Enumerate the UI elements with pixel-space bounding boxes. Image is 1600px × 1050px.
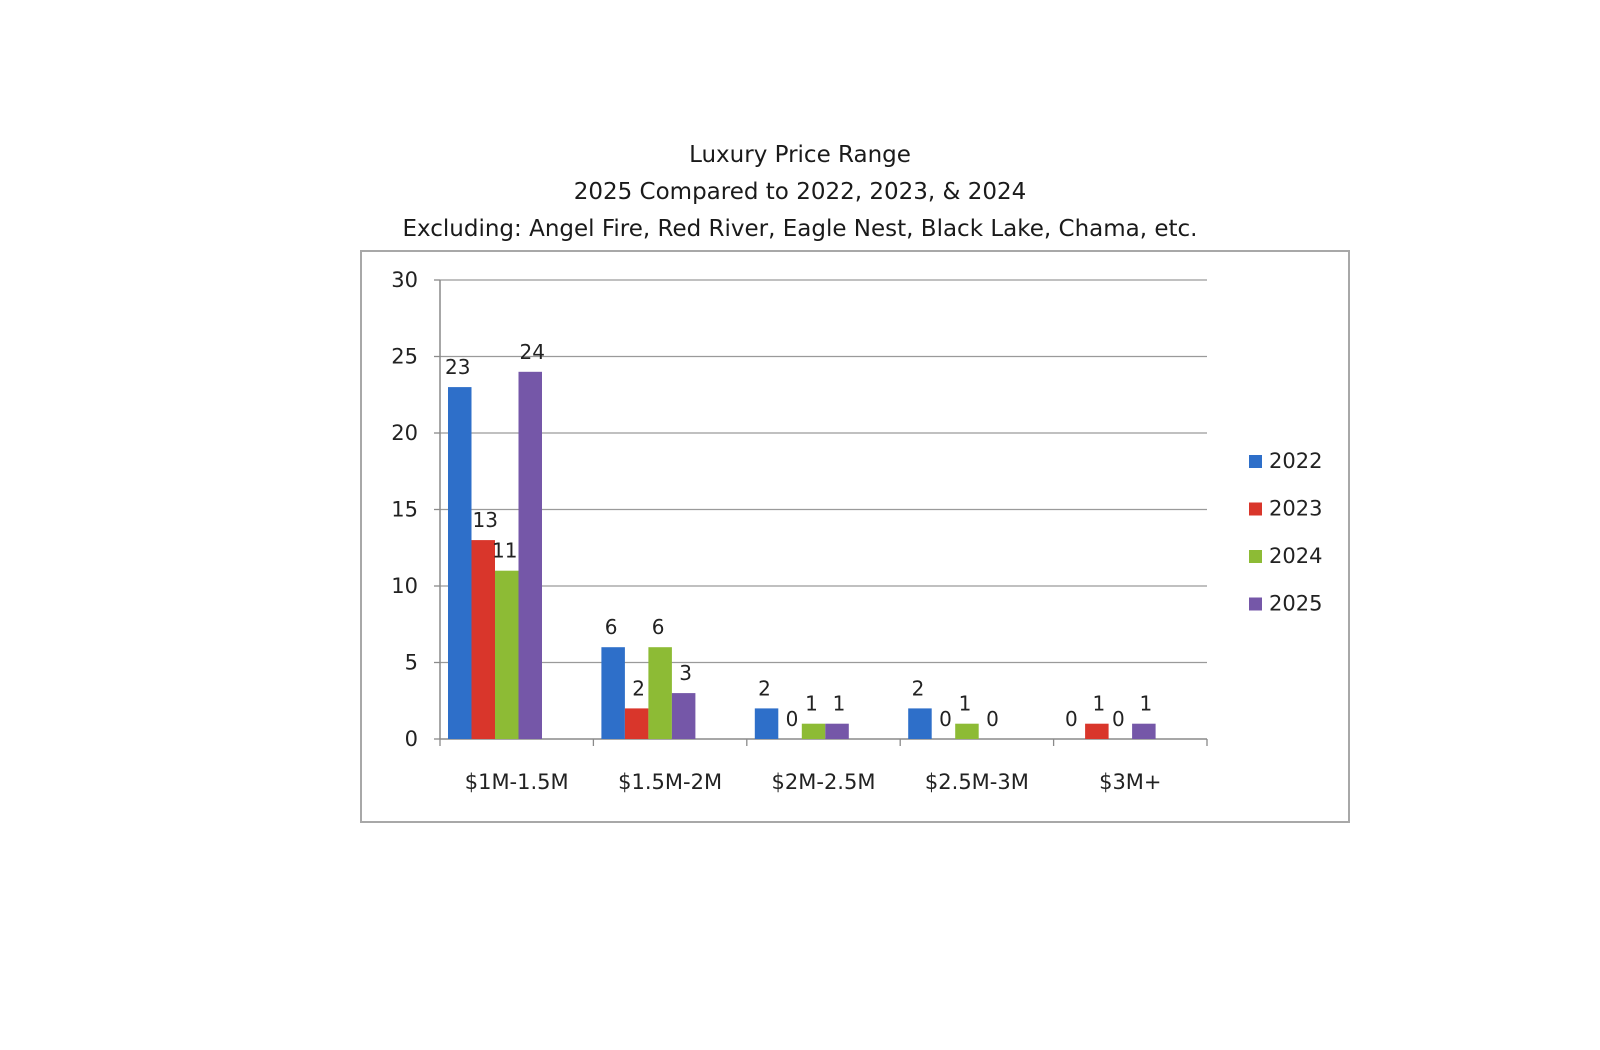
data-label: 0 <box>939 707 952 731</box>
legend-swatch-2023 <box>1249 502 1262 516</box>
chart-title: Luxury Price Range <box>689 142 911 168</box>
bar-2024 <box>955 723 979 739</box>
bar-2024 <box>648 647 672 739</box>
chart-titles: Luxury Price Range 2025 Compared to 2022… <box>0 137 1600 248</box>
bar-2022 <box>754 708 779 739</box>
data-label: 6 <box>652 615 665 639</box>
data-label: 0 <box>1065 707 1078 731</box>
data-label: 1 <box>805 692 818 716</box>
bars <box>448 371 1156 739</box>
bar-2025 <box>518 371 542 739</box>
data-label: 2 <box>632 676 645 700</box>
y-tick-label: 25 <box>391 345 418 369</box>
data-label: 11 <box>492 539 517 563</box>
bar-2024 <box>801 723 826 739</box>
y-tick-label: 5 <box>405 651 418 675</box>
chart-subtitle-2: Excluding: Angel Fire, Red River, Eagle … <box>402 216 1198 242</box>
x-tick-label: $2.5M-3M <box>925 770 1029 794</box>
chart-subtitle-1: 2025 Compared to 2022, 2023, & 2024 <box>573 179 1027 205</box>
gridlines <box>440 279 1207 664</box>
data-label: 0 <box>986 707 999 731</box>
y-tick-label: 0 <box>405 727 418 751</box>
bar-2024 <box>495 570 519 739</box>
bar-2022 <box>448 387 472 739</box>
data-label: 6 <box>605 615 618 639</box>
data-label: 3 <box>679 661 692 685</box>
data-label: 23 <box>445 355 470 379</box>
data-label: 2 <box>912 676 925 700</box>
x-tick-label: $3M+ <box>1099 770 1161 794</box>
legend: 2022 2023 2024 2025 <box>1249 449 1322 616</box>
data-label: 2 <box>758 676 771 700</box>
y-tick-label: 15 <box>391 498 418 522</box>
data-label: 0 <box>1112 707 1125 731</box>
bar-2025 <box>671 693 696 739</box>
data-label: 1 <box>833 692 846 716</box>
bar-2025 <box>1132 723 1156 739</box>
legend-label-2025: 2025 <box>1269 592 1322 616</box>
bar-2022 <box>601 647 625 739</box>
bar-2025 <box>825 723 849 739</box>
y-tick-label: 30 <box>391 268 418 292</box>
legend-swatch-2025 <box>1249 597 1262 611</box>
x-tick-label: $1.5M-2M <box>618 770 722 794</box>
bar-2023 <box>624 708 649 739</box>
data-label: 1 <box>1092 692 1105 716</box>
legend-label-2023: 2023 <box>1269 497 1322 521</box>
x-tick-label: $1M-1.5M <box>465 770 569 794</box>
data-label: 1 <box>959 692 972 716</box>
data-label: 13 <box>473 508 498 532</box>
x-tick-label: $2M-2.5M <box>772 770 876 794</box>
bar-2022 <box>908 708 932 739</box>
legend-label-2024: 2024 <box>1269 544 1322 568</box>
legend-label-2022: 2022 <box>1269 449 1322 473</box>
legend-swatch-2022 <box>1249 455 1262 468</box>
data-label: 24 <box>520 340 545 364</box>
legend-swatch-2024 <box>1249 550 1262 563</box>
data-label: 1 <box>1139 692 1152 716</box>
bar-2023 <box>1085 723 1109 739</box>
bar-2023 <box>471 540 495 739</box>
data-label: 0 <box>786 707 799 731</box>
y-tick-label: 10 <box>391 574 418 598</box>
y-tick-label: 20 <box>391 421 418 445</box>
